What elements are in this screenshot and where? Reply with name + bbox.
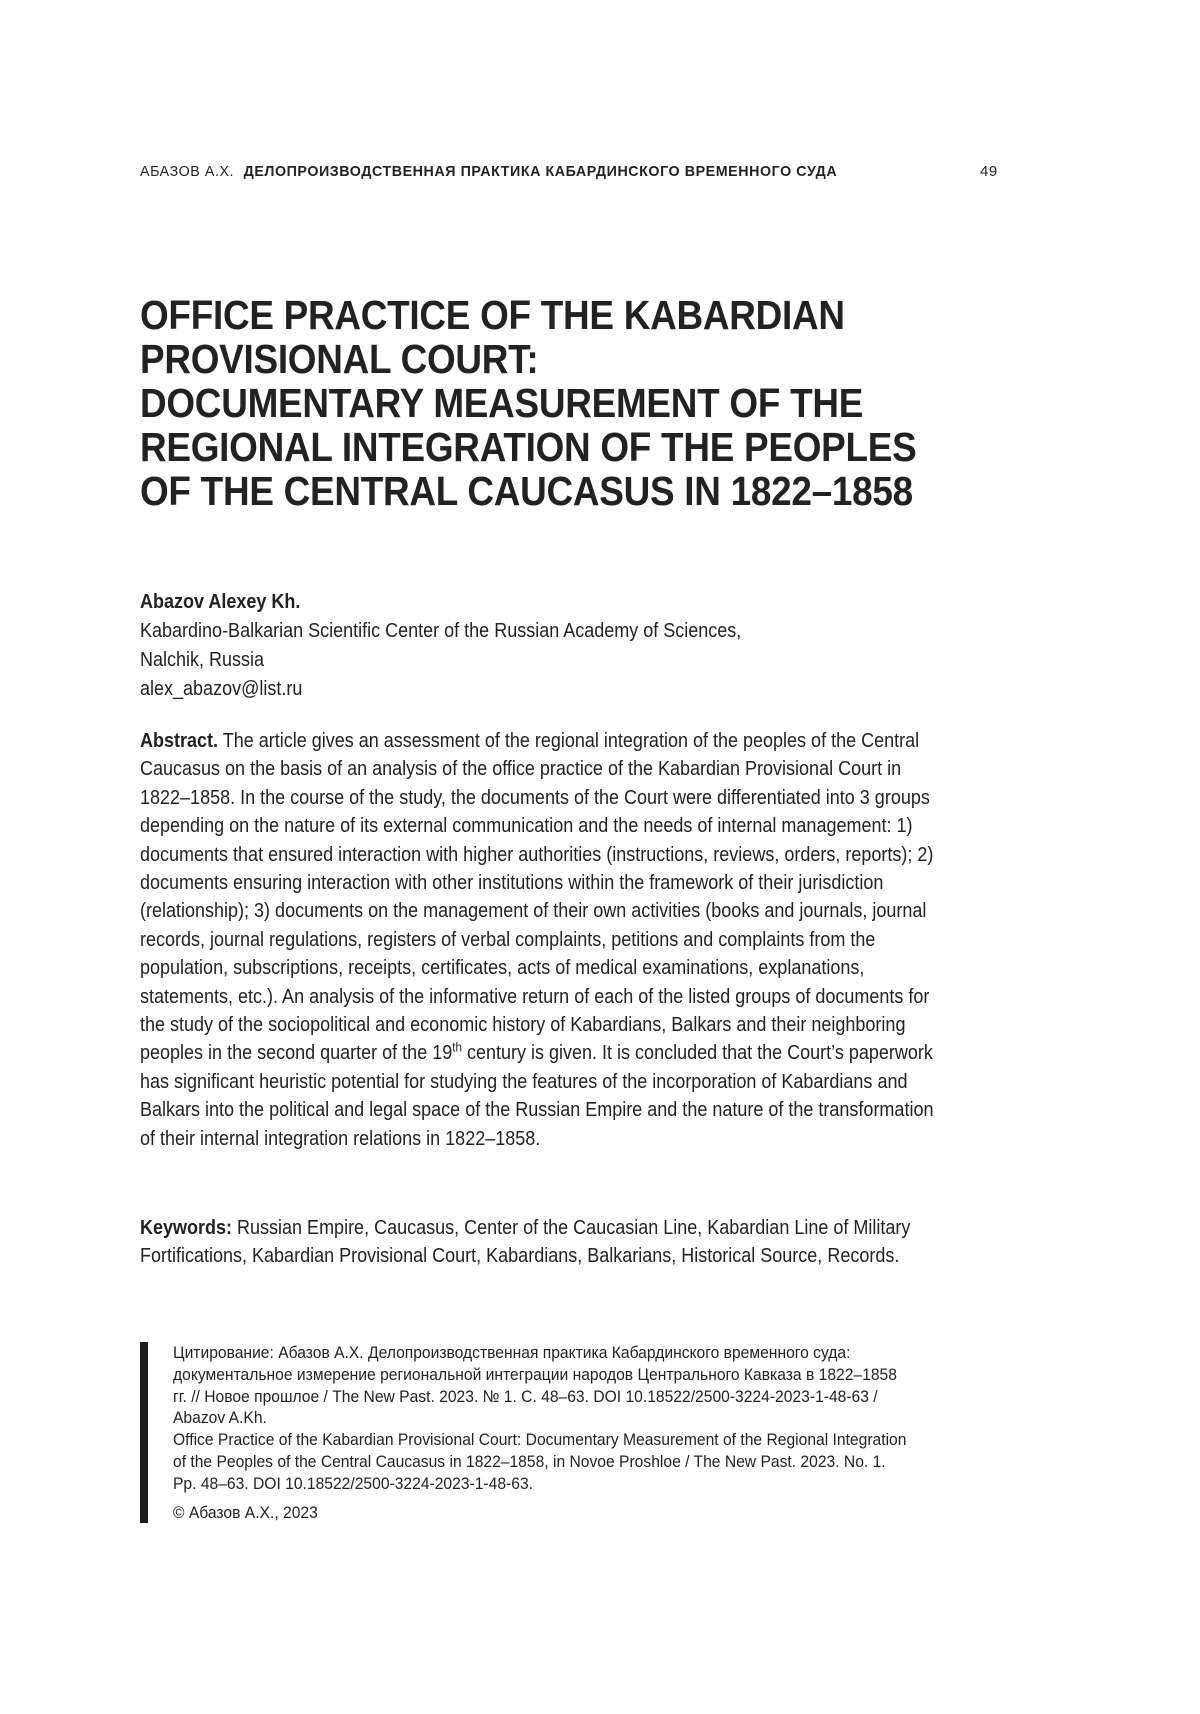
keywords-paragraph: Keywords: Russian Empire, Caucasus, Cent… (140, 1214, 936, 1271)
author-email: alex_abazov@list.ru (140, 678, 303, 700)
keywords-text: Russian Empire, Caucasus, Center of the … (140, 1217, 911, 1268)
citation-block: Цитирование: Абазов А.Х. Делопроизводств… (140, 1342, 973, 1524)
abstract-paragraph: Abstract. The article gives an assessmen… (140, 727, 936, 1153)
author-city: Nalchik, Russia (140, 649, 265, 671)
page-number: 49 (980, 163, 998, 180)
running-head-author: АБАЗОВ А.Х. (140, 163, 235, 180)
keywords-label: Keywords: (140, 1217, 233, 1239)
article-title-line: OFFICE PRACTICE OF THE KABARDIAN (140, 292, 845, 338)
abstract-superscript: th (452, 1039, 462, 1055)
article-title-line: DOCUMENTARY MEASUREMENT OF THE (140, 380, 864, 426)
author-name: Abazov Alexey Kh. (140, 591, 301, 613)
copyright-note: © Абазов А.Х., 2023 (173, 1502, 318, 1522)
author-block: Abazov Alexey Kh. Kabardino-Balkarian Sc… (140, 588, 741, 704)
author-affiliation: Kabardino-Balkarian Scientific Center of… (140, 620, 742, 642)
running-head: АБАЗОВ А.Х. ДЕЛОПРОИЗВОДСТВЕННАЯ ПРАКТИКА… (140, 163, 837, 180)
article-title: OFFICE PRACTICE OF THE KABARDIAN PROVISI… (140, 293, 1003, 513)
article-title-line: OF THE CENTRAL CAUCASUS IN 1822–1858 (140, 468, 913, 514)
abstract-label: Abstract. (140, 730, 219, 752)
article-title-line: REGIONAL INTEGRATION OF THE PEOPLES (140, 424, 917, 470)
running-head-title: ДЕЛОПРОИЗВОДСТВЕННАЯ ПРАКТИКА КАБАРДИНСК… (243, 163, 838, 180)
abstract-text: The article gives an assessment of the r… (140, 730, 934, 1065)
abstract-text-continued: century is given. It is concluded that t… (140, 1042, 934, 1150)
citation-russian: Цитирование: Абазов А.Х. Делопроизводств… (173, 1343, 897, 1428)
citation-english: Office Practice of the Kabardian Provisi… (173, 1430, 907, 1493)
article-title-line: PROVISIONAL COURT: (140, 336, 539, 382)
